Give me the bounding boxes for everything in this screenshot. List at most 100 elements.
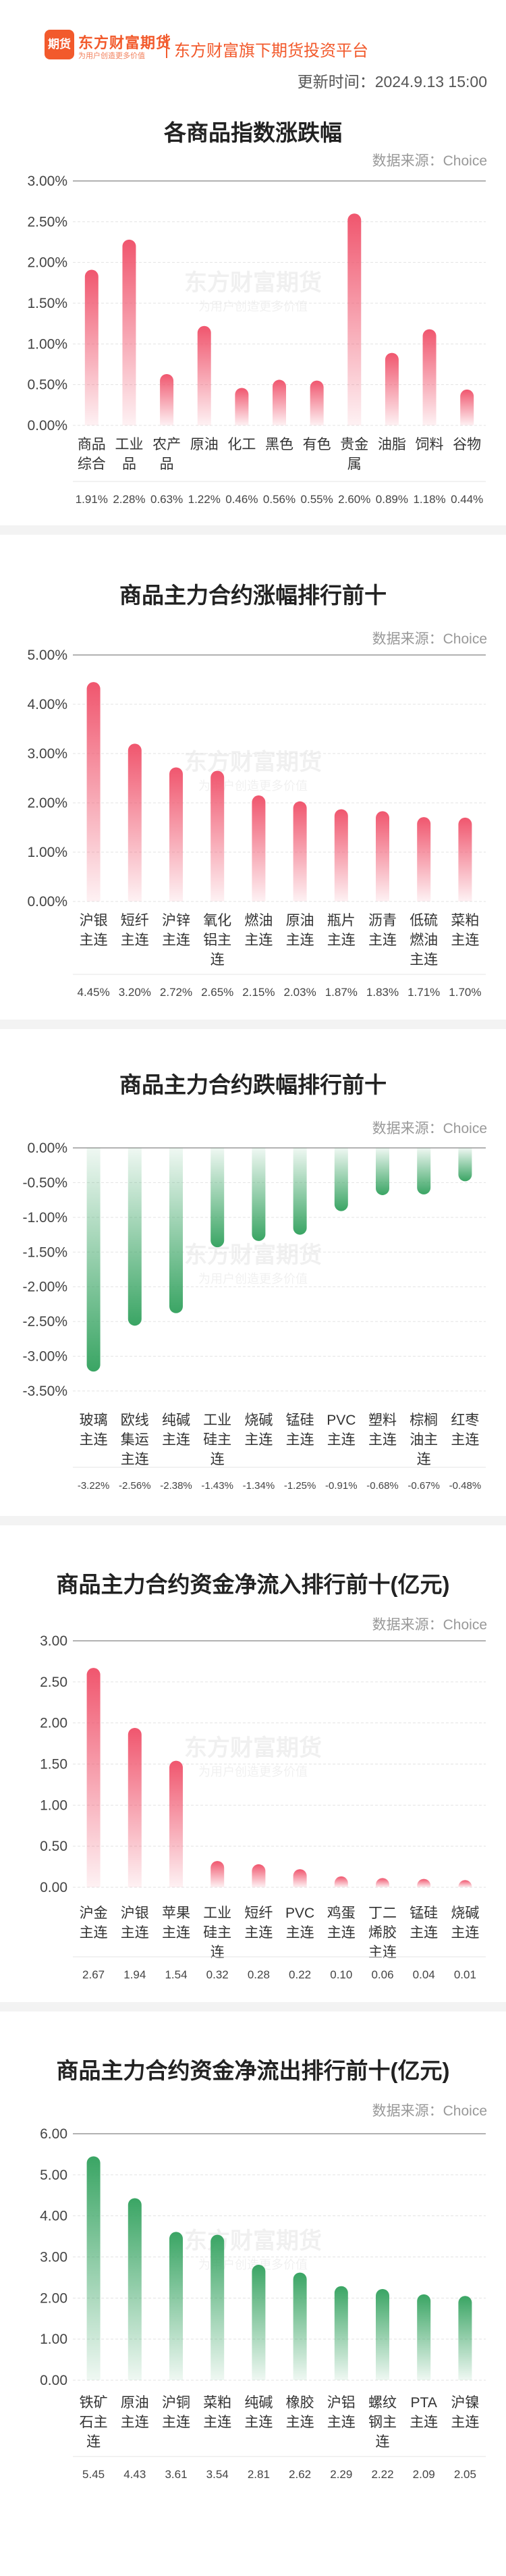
category-label: 主连 [286,2415,314,2430]
category-label: 主连 [80,1432,108,1448]
bar [86,682,101,901]
y-tick-label: 1.00% [27,845,67,860]
section-divider [0,525,506,535]
bar [86,1668,101,1887]
value-label: 0.89% [376,493,408,506]
bar [460,389,474,425]
value-label: 2.65% [201,986,233,999]
section-divider [0,1516,506,1525]
bar [169,767,183,901]
category-label: 烯胶 [368,1925,397,1941]
y-tick-label: 4.00% [27,697,67,712]
category-label: 石主 [80,2415,108,2430]
bar [128,1727,142,1887]
bar [252,2265,266,2380]
y-tick-label: -0.50% [22,1175,67,1190]
y-tick-label: 1.00% [27,336,67,352]
category-label: 沪镍 [451,2395,479,2411]
category-label: 主连 [244,1432,273,1448]
value-label: 3.54 [206,2468,229,2481]
bar [86,2156,101,2380]
value-label: -0.91% [325,1480,358,1492]
value-label: 2.67 [82,1968,105,1981]
category-label: 饲料 [416,437,444,452]
category-label: 工业 [203,1413,231,1428]
bar [334,809,348,901]
data-source: 数据来源：Choice [372,153,487,169]
y-tick-label: 2.00% [27,255,67,271]
category-label: 主连 [203,2415,231,2430]
data-source: 数据来源：Choice [372,631,487,647]
category-label: 主连 [327,2415,356,2430]
chart-title: 各商品指数涨跌幅 [164,120,342,145]
category-label: 主连 [162,2415,190,2430]
bar [376,1148,389,1195]
category-label: 苹果 [162,1905,190,1921]
bar [128,743,142,901]
category-label: 菜粕 [203,2395,231,2411]
bar [128,1148,142,1326]
category-label: 主连 [244,1925,273,1941]
y-tick-label: 0.00% [27,1140,67,1156]
category-label: 集运 [121,1432,149,1448]
chart-title: 商品主力合约资金净流出排行前十(亿元) [56,2058,450,2083]
y-tick-label: -3.50% [22,1384,67,1399]
value-label: 0.32 [206,1968,229,1981]
value-label: -0.48% [449,1480,482,1492]
bar [210,2234,225,2380]
y-tick-label: 0.00% [27,894,67,910]
value-label: 0.63% [150,493,183,506]
y-tick-label: 2.00% [27,795,67,811]
brand-slogan: 为用户创造更多价值 [78,52,145,60]
value-label: 2.05 [454,2468,476,2481]
value-label: -0.68% [366,1480,399,1492]
value-label: -2.38% [160,1480,192,1492]
bar [376,1878,389,1887]
category-label: 塑料 [368,1413,397,1428]
bar [334,1148,348,1211]
page-header: 期货 东方财富期货 为用户创造更多价值 东方财富旗下期货投资平台 更新时间：20… [0,0,506,95]
category-label: PVC [327,1413,356,1428]
value-label: 2.62 [289,2468,311,2481]
category-label: 主连 [368,1945,397,1960]
category-label: 原油 [190,437,219,452]
category-label: 工业 [203,1905,231,1921]
value-label: 0.28 [248,1968,270,1981]
category-label: 燃油 [244,913,273,928]
bar [252,795,266,901]
category-label: 橡胶 [286,2395,314,2411]
bar [385,352,399,425]
watermark-text: 东方财富期货 [184,2228,322,2254]
value-label: 0.10 [330,1968,352,1981]
category-label: 黑色 [265,437,293,452]
bar [169,1760,183,1887]
watermark-text: 东方财富期货 [184,1735,322,1761]
y-tick-label: 2.50% [27,214,67,230]
category-label: 烧碱 [451,1905,479,1921]
category-label: 铁矿 [80,2395,108,2411]
watermark-slogan: 为用户创造更多价值 [198,1272,308,1286]
bar [458,1880,472,1887]
value-label: 2.09 [413,2468,435,2481]
bar [197,325,211,425]
bar [293,801,307,901]
y-tick-label: 3.00% [27,746,67,762]
y-tick-label: 1.00 [40,1797,67,1813]
value-label: 1.22% [188,493,221,506]
category-label: 主连 [451,1432,479,1448]
y-tick-label: 6.00 [40,2126,67,2142]
watermark-slogan: 为用户创造更多价值 [198,1765,308,1779]
category-label: 连 [86,2434,101,2450]
category-label: 主连 [121,1452,149,1467]
bar [334,1876,348,1887]
category-label: 主连 [121,932,149,948]
data-source: 数据来源：Choice [372,1617,487,1633]
bar [310,380,324,425]
category-label: 短纤 [244,1905,273,1921]
watermark-slogan: 为用户创造更多价值 [198,2258,308,2271]
value-label: -3.22% [78,1480,110,1492]
watermark-text: 东方财富期货 [184,749,322,775]
bar [210,770,225,901]
